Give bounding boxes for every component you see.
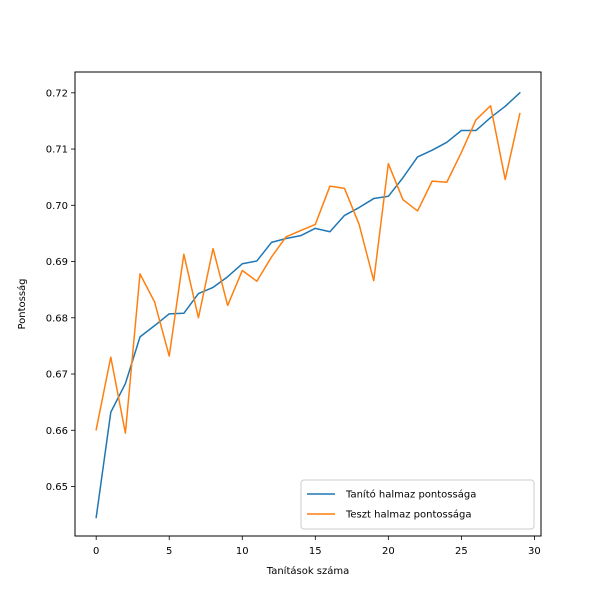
plot-frame: [74, 71, 542, 537]
y-tick-label: 0.68: [46, 313, 68, 324]
y-tick-label: 0.66: [46, 426, 68, 437]
y-tick-label: 0.69: [46, 257, 68, 268]
plot-lines: [95, 91, 521, 519]
legend-label-1: Teszt halmaz pontossága: [345, 509, 472, 521]
y-tick-label: 0.71: [46, 145, 68, 156]
legend: Tanító halmaz pontossága Teszt halmaz pon…: [300, 479, 535, 530]
x-tick-label: 25: [455, 546, 468, 557]
y-tick-label: 0.70: [46, 201, 68, 212]
y-tick-label: 0.72: [46, 88, 68, 99]
series-line-1: [95, 105, 521, 434]
x-axis-label: Tanítások száma: [266, 565, 350, 577]
y-tick-label: 0.65: [46, 482, 68, 493]
x-axis-ticks: 0 5 10 15 20 25 30: [93, 536, 541, 557]
x-tick-label: 30: [528, 546, 541, 557]
x-tick-label: 0: [93, 546, 99, 557]
legend-box: [300, 479, 535, 530]
x-tick-label: 15: [309, 546, 322, 557]
y-axis-label: Pontosság: [16, 278, 28, 329]
legend-label-0: Tanító halmaz pontossága: [345, 489, 476, 501]
y-axis-ticks: 0.65 0.66 0.67 0.68 0.69 0.70 0.71 0.72: [46, 88, 75, 493]
y-tick-label: 0.67: [46, 370, 68, 381]
series-line-0: [95, 91, 521, 519]
x-tick-label: 20: [382, 546, 395, 557]
x-tick-label: 10: [236, 546, 249, 557]
x-tick-label: 5: [166, 546, 172, 557]
